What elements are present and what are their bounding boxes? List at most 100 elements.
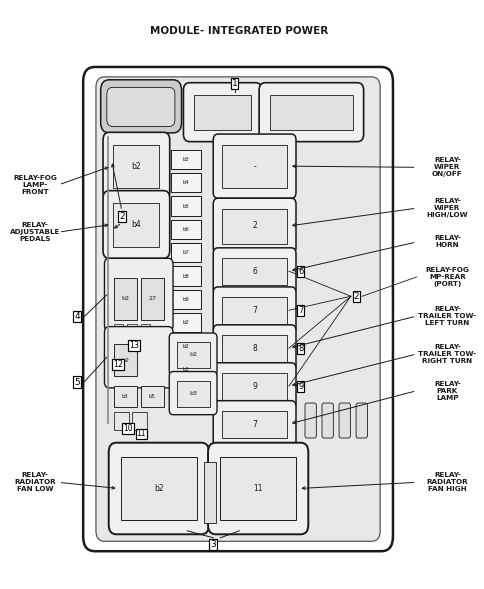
Text: 7: 7 <box>252 306 257 315</box>
Text: MODULE- INTEGRATED POWER: MODULE- INTEGRATED POWER <box>150 26 328 36</box>
FancyBboxPatch shape <box>338 403 349 438</box>
Bar <box>220 457 295 520</box>
Bar <box>177 381 210 406</box>
Bar <box>113 203 159 247</box>
Bar <box>140 277 163 320</box>
Text: RELAY-
ADJUSTABLE
PEDALS: RELAY- ADJUSTABLE PEDALS <box>10 222 60 242</box>
Bar <box>177 342 210 368</box>
Text: 11: 11 <box>253 484 262 493</box>
Text: RELAY-FOG
MP-REAR
(PORT): RELAY-FOG MP-REAR (PORT) <box>424 267 469 287</box>
Text: RELAY-FOG
LAMP-
FRONT: RELAY-FOG LAMP- FRONT <box>13 175 57 195</box>
Text: b8: b8 <box>182 274 189 279</box>
FancyBboxPatch shape <box>213 198 295 254</box>
Text: 10: 10 <box>123 423 133 432</box>
Text: b2: b2 <box>121 296 129 301</box>
Bar <box>170 197 201 216</box>
Text: 6: 6 <box>298 267 303 276</box>
FancyBboxPatch shape <box>106 87 175 127</box>
Text: b2: b2 <box>154 484 163 493</box>
Bar <box>127 325 136 331</box>
Text: 7: 7 <box>298 306 303 315</box>
Text: 27: 27 <box>148 296 156 301</box>
Text: 11: 11 <box>136 429 146 438</box>
Text: RELAY-
HORN: RELAY- HORN <box>433 236 460 249</box>
Text: b2: b2 <box>131 161 141 171</box>
Text: 9: 9 <box>252 382 257 391</box>
Bar <box>114 344 136 376</box>
FancyBboxPatch shape <box>304 403 316 438</box>
Text: 3: 3 <box>210 540 216 550</box>
Text: b5: b5 <box>182 204 189 209</box>
Bar <box>221 335 287 362</box>
FancyBboxPatch shape <box>108 443 209 534</box>
Text: b2: b2 <box>121 358 129 363</box>
Bar <box>140 325 150 331</box>
Bar <box>170 220 201 239</box>
Text: b2: b2 <box>182 343 189 349</box>
Text: RELAY-
WIPER
HIGH/LOW: RELAY- WIPER HIGH/LOW <box>425 198 467 218</box>
Text: b3: b3 <box>182 157 189 162</box>
Bar <box>221 209 287 244</box>
Text: 8: 8 <box>252 343 257 353</box>
Text: 2: 2 <box>252 221 257 230</box>
Text: 1: 1 <box>231 79 237 88</box>
FancyBboxPatch shape <box>213 287 295 333</box>
FancyBboxPatch shape <box>213 401 295 448</box>
Text: 13: 13 <box>129 341 139 350</box>
Bar <box>121 457 197 520</box>
Text: 5: 5 <box>74 378 80 386</box>
Bar <box>140 386 163 406</box>
FancyBboxPatch shape <box>104 326 173 388</box>
Bar <box>170 360 201 379</box>
Bar <box>114 412 129 430</box>
FancyBboxPatch shape <box>213 325 295 372</box>
FancyBboxPatch shape <box>103 191 169 259</box>
FancyBboxPatch shape <box>104 259 173 331</box>
Text: b2: b2 <box>189 352 197 357</box>
FancyBboxPatch shape <box>101 80 181 133</box>
Bar <box>114 277 136 320</box>
Text: RELAY-
PARK
LAMP: RELAY- PARK LAMP <box>433 380 460 401</box>
Text: b9: b9 <box>182 297 189 302</box>
Text: 2: 2 <box>353 292 359 301</box>
Bar <box>114 325 123 331</box>
Bar <box>194 95 251 130</box>
Text: 7: 7 <box>252 419 257 429</box>
Bar <box>170 173 201 193</box>
Bar <box>170 336 201 356</box>
Bar <box>221 259 287 285</box>
Text: RELAY-
TRAILER TOW-
RIGHT TURN: RELAY- TRAILER TOW- RIGHT TURN <box>417 344 475 364</box>
Text: b6: b6 <box>182 227 189 232</box>
FancyBboxPatch shape <box>96 77 379 541</box>
Text: b7: b7 <box>182 250 189 255</box>
FancyBboxPatch shape <box>183 82 261 141</box>
Text: -: - <box>253 161 256 171</box>
Bar <box>170 290 201 309</box>
Text: 4: 4 <box>74 312 80 321</box>
Text: b3: b3 <box>189 391 197 396</box>
Text: b3: b3 <box>182 367 189 372</box>
Bar <box>170 243 201 263</box>
Text: 8: 8 <box>298 343 303 353</box>
Bar <box>203 462 215 523</box>
Bar <box>221 373 287 400</box>
FancyBboxPatch shape <box>258 82 363 141</box>
Text: RELAY-
WIPER
ON/OFF: RELAY- WIPER ON/OFF <box>431 157 462 177</box>
Text: RELAY-
RADIATOR
FAN HIGH: RELAY- RADIATOR FAN HIGH <box>425 472 467 492</box>
FancyBboxPatch shape <box>213 248 295 294</box>
Text: 12: 12 <box>113 360 123 369</box>
Bar <box>170 313 201 332</box>
Text: b3: b3 <box>121 394 128 399</box>
FancyBboxPatch shape <box>321 403 333 438</box>
FancyBboxPatch shape <box>169 372 216 415</box>
Bar <box>170 150 201 169</box>
FancyBboxPatch shape <box>355 403 367 438</box>
Bar <box>113 145 159 188</box>
FancyBboxPatch shape <box>208 443 308 534</box>
Text: RELAY-
TRAILER TOW-
LEFT TURN: RELAY- TRAILER TOW- LEFT TURN <box>417 306 475 326</box>
Bar <box>221 297 287 325</box>
Text: 9: 9 <box>298 382 302 391</box>
Bar <box>114 386 136 406</box>
Bar <box>221 145 287 188</box>
Bar <box>170 266 201 286</box>
